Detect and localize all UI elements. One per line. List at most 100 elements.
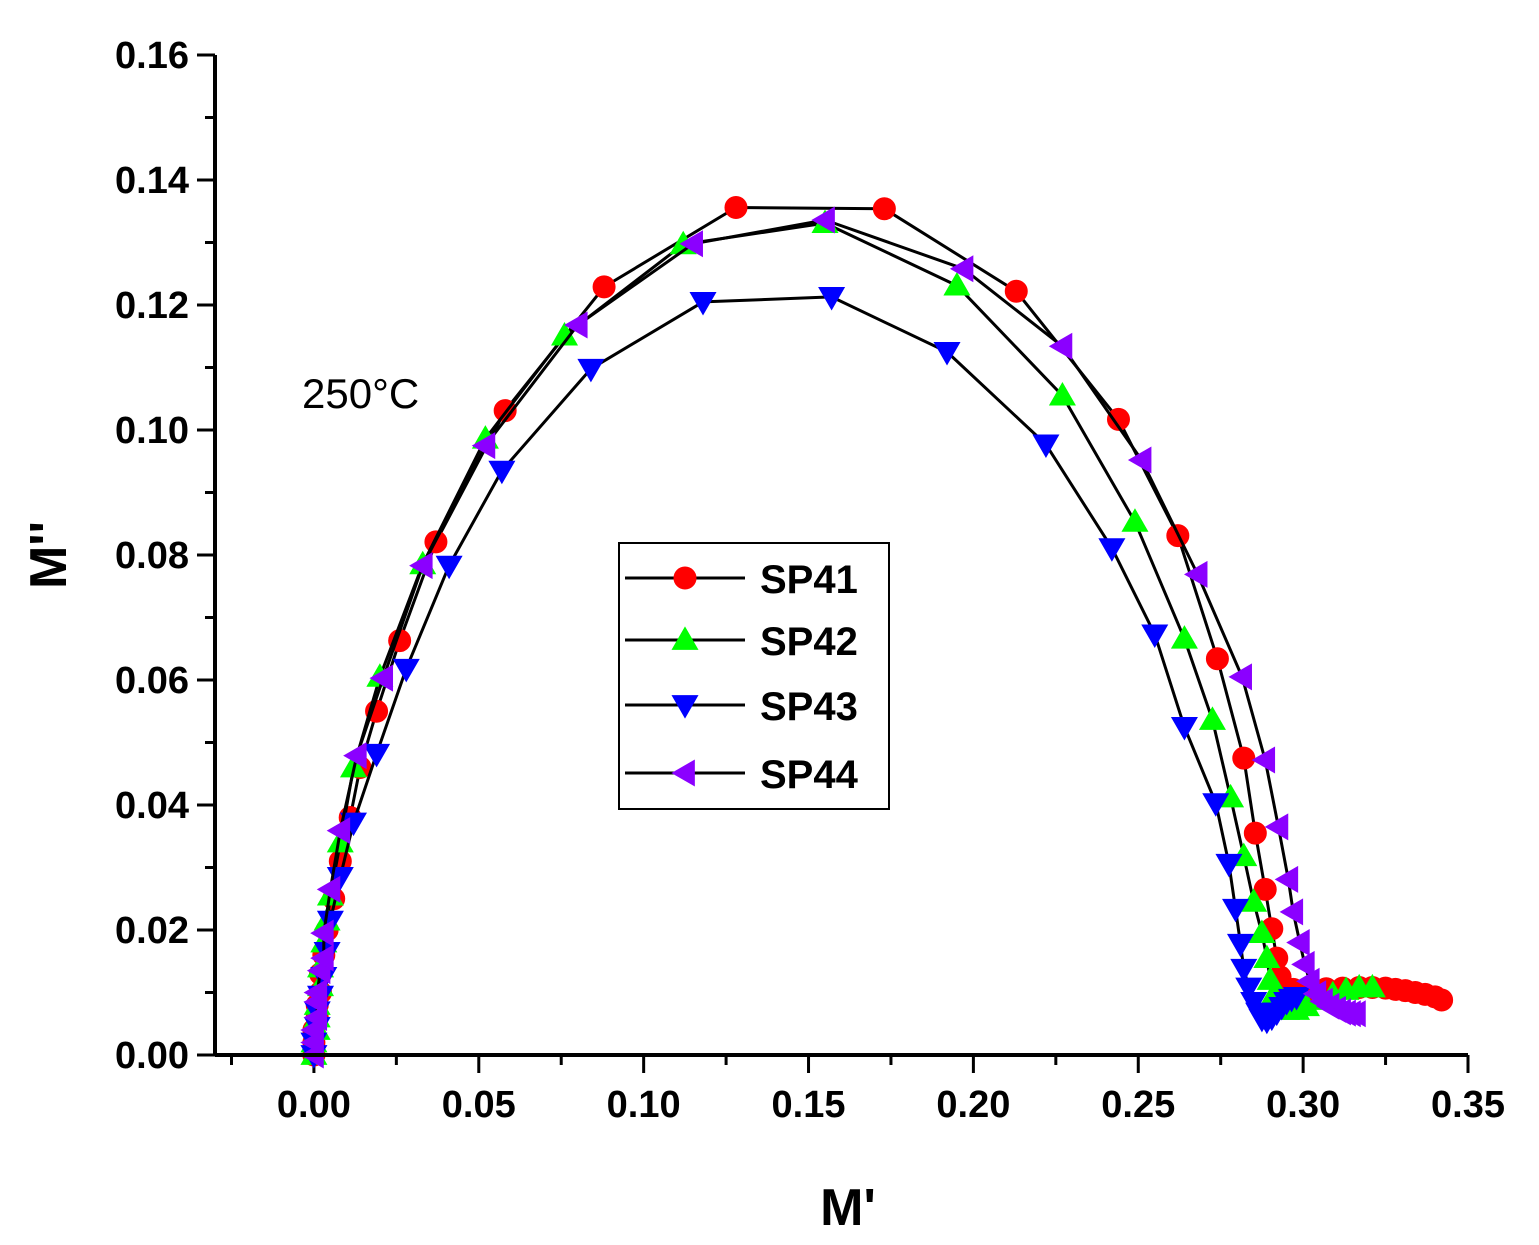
- data-point-sp43: [1222, 898, 1250, 923]
- y-tick-label: 0.02: [115, 910, 189, 952]
- data-point-sp43: [1170, 717, 1198, 741]
- data-point-sp44: [343, 742, 367, 770]
- data-point-sp44: [316, 875, 341, 903]
- temperature-annotation: 250°C: [302, 370, 419, 417]
- data-point-sp42: [1253, 944, 1281, 968]
- x-tick-label: 0.15: [772, 1084, 846, 1126]
- data-point-sp42: [1358, 973, 1386, 998]
- data-point-sp43: [1235, 977, 1263, 1002]
- tick-labels-layer: 0.00 0.05 0.10 0.15 0.20 0.25 0.30 0.35 0.00 0.02…: [115, 35, 1505, 1126]
- data-point-sp43: [1230, 958, 1258, 983]
- x-tick-label: 0.00: [277, 1084, 351, 1126]
- data-point-sp44: [811, 206, 835, 234]
- legend-entry-sp41: SP41: [625, 558, 858, 602]
- legend-label-sp41: SP41: [760, 558, 858, 602]
- data-point-sp44: [1251, 746, 1276, 774]
- data-point-sp43: [1226, 933, 1254, 958]
- y-tick-label: 0.08: [115, 535, 189, 577]
- legend-marker-sp43: [671, 695, 699, 719]
- legend-label-sp42: SP42: [760, 620, 858, 664]
- data-point-sp43: [435, 555, 463, 580]
- data-point-sp44: [1127, 446, 1152, 474]
- x-tick-label: 0.05: [442, 1084, 516, 1126]
- data-point-sp43: [689, 292, 717, 316]
- data-point-sp43: [488, 460, 516, 485]
- x-tick-label: 0.25: [1101, 1084, 1175, 1126]
- data-point-sp44: [303, 978, 328, 1007]
- legend-entry-sp43: SP43: [625, 685, 858, 729]
- x-tick-label: 0.30: [1266, 1084, 1340, 1126]
- y-tick-label: 0.06: [115, 660, 189, 702]
- series-layer: [300, 196, 1454, 1069]
- data-point-sp44: [1274, 865, 1299, 893]
- data-point-sp44: [1183, 560, 1208, 588]
- y-axis-title: M'': [20, 521, 78, 589]
- legend-marker-sp41: [673, 566, 697, 590]
- legend-entry-sp44: SP44: [625, 753, 859, 797]
- y-tick-label: 0.04: [115, 785, 189, 827]
- data-point-sp41: [1004, 279, 1028, 303]
- x-tick-label: 0.35: [1431, 1084, 1505, 1126]
- legend-marker-sp44: [671, 759, 695, 787]
- x-tick-label: 0.20: [936, 1084, 1010, 1126]
- data-point-sp44: [1286, 928, 1310, 957]
- data-point-sp42: [1121, 508, 1149, 532]
- legend-label-sp44: SP44: [760, 753, 859, 797]
- series-sp44: [300, 206, 1366, 1069]
- data-point-sp43: [933, 342, 961, 366]
- legend-label-sp43: SP43: [760, 685, 858, 729]
- data-point-sp41: [1430, 988, 1454, 1012]
- data-point-sp44: [369, 664, 394, 692]
- data-point-sp41: [724, 196, 748, 219]
- data-point-sp43: [1098, 538, 1126, 562]
- legend-marker-sp42: [671, 626, 699, 650]
- data-point-sp44: [471, 432, 496, 460]
- data-point-sp44: [564, 311, 588, 339]
- data-point-sp43: [1032, 434, 1060, 459]
- data-point-sp44: [326, 817, 351, 845]
- y-tick-label: 0.16: [115, 35, 189, 77]
- data-point-sp43: [818, 287, 846, 311]
- legend-box: [618, 542, 890, 810]
- data-point-sp44: [1228, 663, 1252, 691]
- data-point-sp41: [872, 197, 896, 221]
- data-point-sp41: [592, 275, 616, 299]
- data-point-sp44: [1342, 1000, 1366, 1028]
- data-point-sp44: [1279, 898, 1304, 926]
- y-tick-label: 0.00: [115, 1035, 189, 1077]
- data-point-sp41: [1106, 407, 1130, 431]
- data-point-sp42: [1048, 381, 1076, 406]
- data-point-sp44: [310, 944, 334, 972]
- data-point-sp44: [310, 919, 334, 947]
- data-point-sp41: [1232, 746, 1256, 770]
- data-point-sp42: [1198, 706, 1226, 730]
- y-tick-label: 0.10: [115, 410, 189, 452]
- data-point-sp44: [1264, 813, 1289, 841]
- data-point-sp42: [943, 271, 971, 296]
- data-point-sp44: [949, 255, 974, 283]
- data-point-sp43: [363, 743, 391, 768]
- data-point-sp43: [1202, 793, 1230, 817]
- data-point-sp41: [1243, 821, 1267, 845]
- data-point-sp44: [1291, 950, 1315, 978]
- data-point-sp43: [1141, 624, 1169, 649]
- data-point-sp44: [409, 552, 433, 580]
- x-axis-title: M': [820, 1179, 876, 1237]
- legend: SP41 SP42 SP43 SP44: [618, 542, 890, 810]
- legend-entries: SP41 SP42 SP43 SP44: [625, 558, 859, 797]
- data-point-sp44: [1048, 332, 1073, 360]
- data-point-sp41: [1205, 647, 1229, 671]
- x-tick-label: 0.10: [607, 1084, 681, 1126]
- data-point-sp42: [1248, 919, 1276, 943]
- data-point-sp43: [1215, 853, 1243, 878]
- legend-entry-sp42: SP42: [625, 620, 858, 664]
- data-point-sp43: [392, 658, 420, 683]
- data-point-sp42: [1170, 625, 1198, 649]
- data-point-sp44: [679, 230, 703, 258]
- data-point-sp43: [1283, 987, 1311, 1011]
- y-tick-label: 0.12: [115, 285, 189, 327]
- y-tick-label: 0.14: [115, 160, 189, 202]
- data-point-sp43: [577, 358, 605, 383]
